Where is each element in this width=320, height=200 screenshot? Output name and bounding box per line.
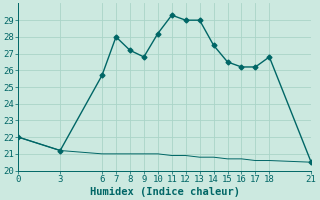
X-axis label: Humidex (Indice chaleur): Humidex (Indice chaleur) [90, 186, 240, 197]
